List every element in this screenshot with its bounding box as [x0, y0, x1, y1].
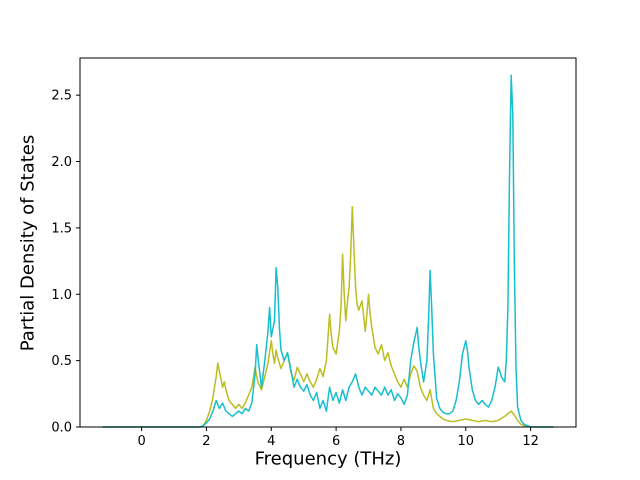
x-tick-label: 2 [202, 434, 210, 449]
x-tick-label: 8 [397, 434, 405, 449]
x-tick-label: 6 [332, 434, 340, 449]
series-line-cyan-pdos [101, 74, 555, 428]
series-line-olive-pdos [101, 205, 555, 428]
y-tick-label: 2.5 [51, 89, 72, 104]
y-axis-label: Partial Density of States [17, 134, 39, 352]
x-tick-label: 12 [522, 434, 539, 449]
y-tick-label: 0.0 [51, 421, 72, 436]
x-tick-label: 4 [267, 434, 275, 449]
plot-frame [79, 57, 577, 428]
x-tick-label: 0 [137, 434, 145, 449]
y-tick-label: 0.5 [51, 354, 72, 369]
y-tick-label: 1.5 [51, 221, 72, 236]
x-tick-label: 10 [458, 434, 475, 449]
x-axis-label: Frequency (THz) [254, 448, 402, 470]
y-tick-label: 1.0 [51, 288, 72, 303]
y-tick-label: 2.0 [51, 155, 72, 170]
